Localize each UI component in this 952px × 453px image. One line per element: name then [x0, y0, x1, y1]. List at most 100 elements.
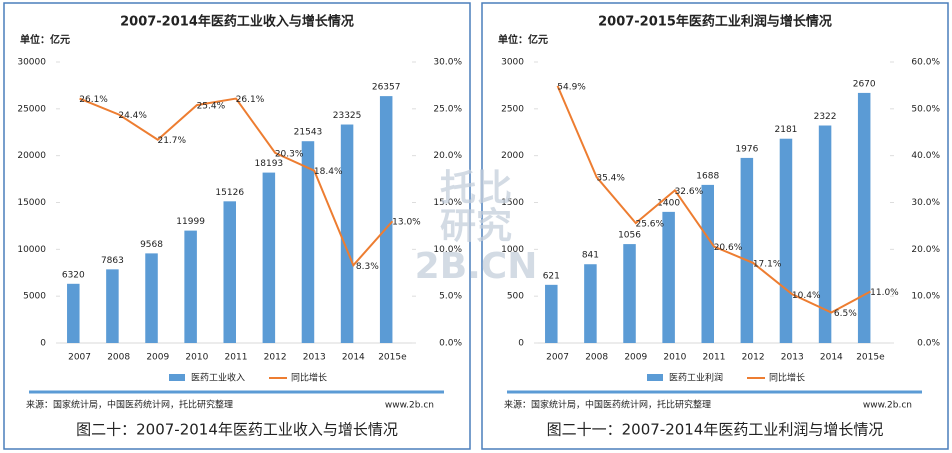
x-tick-label: 2015e — [856, 353, 885, 363]
y2-tick-label: 5.0% — [439, 292, 462, 302]
line-value-label: 17.1% — [753, 259, 782, 269]
line-value-label: 20.6% — [714, 243, 743, 253]
caption: 图二十一：2007-2014年医药工业利润与增长情况 — [547, 421, 884, 439]
y2-tick-label: 10.0% — [433, 245, 462, 255]
website: www.2b.cn — [863, 401, 912, 411]
bar-value-label: 2670 — [853, 79, 876, 89]
bar-value-label: 1976 — [735, 144, 758, 154]
bar — [262, 172, 276, 343]
x-tick-label: 2008 — [585, 353, 608, 363]
bar-value-label: 2181 — [775, 125, 798, 135]
bar — [340, 124, 354, 344]
bar-value-label: 23325 — [333, 111, 362, 121]
line-value-label: 21.7% — [157, 136, 186, 146]
y2-tick-label: 40.0% — [911, 151, 940, 161]
y2-tick-label: 50.0% — [911, 104, 940, 114]
bar — [857, 92, 871, 343]
x-tick-label: 2011 — [703, 353, 726, 363]
x-tick-label: 2007 — [546, 353, 569, 363]
watermark: 2B.CN — [415, 246, 538, 287]
bar — [67, 283, 80, 343]
bar — [818, 125, 832, 343]
chart-title: 2007-2015年医药工业利润与增长情况 — [598, 14, 832, 30]
bar — [779, 138, 793, 343]
y-tick-label: 0 — [40, 339, 46, 349]
unit-label: 单位：亿元 — [20, 33, 70, 46]
line-value-label: 8.3% — [356, 262, 379, 272]
x-tick-label: 2013 — [781, 353, 804, 363]
bar-value-label: 621 — [543, 271, 560, 281]
y-tick-label: 500 — [507, 292, 524, 302]
line-value-label: 18.4% — [314, 167, 343, 177]
line-value-label: 25.4% — [197, 102, 226, 112]
x-tick-label: 2007 — [68, 353, 91, 363]
panel — [3, 2, 471, 450]
source: 来源：国家统计局，中国医药统计网，托比研究整理 — [26, 399, 233, 411]
line-value-label: 11.0% — [870, 288, 899, 298]
bar-value-label: 1400 — [657, 198, 680, 208]
line — [79, 97, 394, 268]
bar — [701, 184, 714, 343]
x-tick-label: 2012 — [264, 353, 287, 363]
y-tick-label: 10000 — [17, 245, 46, 255]
x-tick-label: 2013 — [303, 353, 326, 363]
y-tick-label: 30000 — [17, 58, 46, 68]
y2-tick-label: 15.0% — [433, 198, 462, 208]
bar — [545, 284, 558, 343]
legend-swatch — [169, 374, 185, 381]
y2-tick-label: 20.0% — [433, 151, 462, 161]
y-tick-label: 0 — [518, 339, 524, 349]
watermark: 托比 — [440, 168, 512, 209]
bar-value-label: 841 — [582, 251, 599, 261]
bar-value-label: 7863 — [101, 256, 124, 266]
y2-tick-label: 0.0% — [917, 339, 940, 349]
chart-title: 2007-2014年医药工业收入与增长情况 — [120, 14, 354, 30]
panel — [481, 2, 949, 450]
bar-value-label: 26357 — [372, 83, 401, 93]
bar-value-label: 15126 — [215, 188, 244, 198]
x-tick-label: 2011 — [225, 353, 248, 363]
y-tick-label: 2500 — [501, 104, 524, 114]
x-tick-label: 2008 — [107, 353, 130, 363]
bar — [623, 244, 636, 343]
line-value-label: 10.4% — [792, 291, 821, 301]
line — [556, 85, 871, 314]
y-tick-label: 15000 — [17, 198, 46, 208]
line-value-label: 6.5% — [834, 309, 857, 319]
y-tick-label: 20000 — [17, 151, 46, 161]
line-value-label: 13.0% — [392, 218, 421, 228]
bar — [379, 96, 393, 343]
bar — [106, 269, 119, 343]
y2-tick-label: 60.0% — [911, 58, 940, 68]
bar — [145, 253, 158, 343]
bar-value-label: 21543 — [294, 128, 323, 138]
y2-tick-label: 0.0% — [439, 339, 462, 349]
line-value-label: 54.9% — [557, 82, 586, 92]
x-tick-label: 2014 — [820, 353, 843, 363]
line-value-label: 26.1% — [79, 95, 108, 105]
y-tick-label: 1000 — [501, 245, 524, 255]
y2-tick-label: 30.0% — [433, 58, 462, 68]
bar-value-label: 1056 — [618, 231, 641, 241]
line-value-label: 25.6% — [635, 220, 664, 230]
bar — [223, 201, 236, 343]
x-tick-label: 2015e — [378, 353, 407, 363]
y-tick-label: 2000 — [501, 151, 524, 161]
legend-label: 同比增长 — [769, 372, 805, 384]
bar-value-label: 11999 — [176, 217, 205, 227]
website: www.2b.cn — [385, 401, 434, 411]
bar-value-label: 1688 — [696, 171, 719, 181]
y2-tick-label: 20.0% — [911, 245, 940, 255]
caption: 图二十：2007-2014年医药工业收入与增长情况 — [76, 421, 398, 439]
bar — [184, 230, 197, 343]
x-tick-label: 2012 — [742, 353, 765, 363]
line-value-label: 26.1% — [236, 95, 265, 105]
x-tick-label: 2014 — [342, 353, 365, 363]
bar-value-label: 18193 — [255, 159, 284, 169]
x-tick-label: 2009 — [624, 353, 647, 363]
x-tick-label: 2009 — [146, 353, 169, 363]
y2-tick-label: 10.0% — [911, 292, 940, 302]
unit-label: 单位：亿元 — [498, 33, 548, 46]
legend-label: 同比增长 — [291, 372, 327, 384]
